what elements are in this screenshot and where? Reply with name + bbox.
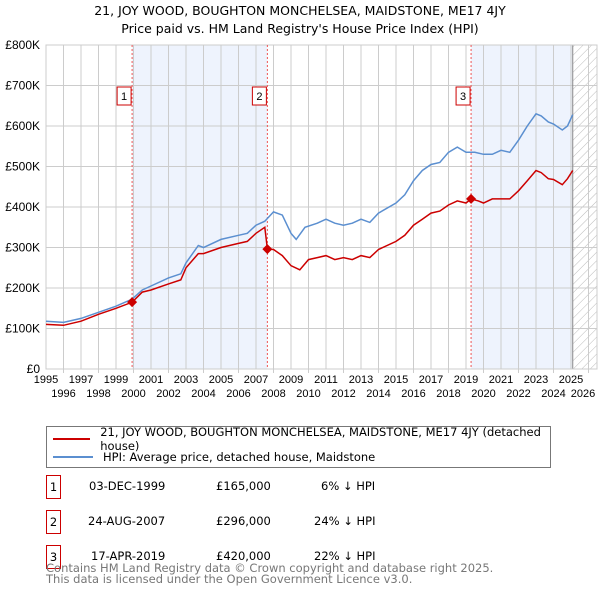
y-tick-label: £600K — [5, 119, 40, 133]
sale-point — [466, 193, 477, 204]
x-tick-label: 1996 — [51, 388, 75, 400]
x-tick-label: 2011 — [314, 374, 338, 386]
x-tick-label: 2025 — [559, 374, 583, 386]
sale-marker-label: 1 — [121, 91, 127, 103]
chart-subtitle: Price paid vs. HM Land Registry's House … — [121, 21, 479, 36]
series-line — [45, 112, 574, 324]
sale-marker-label: 3 — [460, 91, 466, 103]
x-tick-label: 2002 — [156, 388, 180, 400]
sale-point — [127, 297, 138, 308]
x-tick-label: 2019 — [454, 374, 478, 386]
sale-price: £296,000 — [216, 514, 271, 528]
x-tick-label: 2005 — [209, 374, 233, 386]
x-tick-label: 2022 — [506, 388, 530, 400]
transaction-row: 3 17-APR-2019 £420,000 22% ↓ HPI — [46, 545, 446, 569]
sale-price: £420,000 — [216, 549, 271, 563]
x-tick-label: 1999 — [104, 374, 128, 386]
y-tick-label: £100K — [5, 322, 40, 336]
x-tick-label: 2018 — [436, 388, 460, 400]
x-tick-label: 1995 — [34, 374, 58, 386]
x-tick-label: 2009 — [279, 374, 303, 386]
x-tick-label: 2015 — [384, 374, 408, 386]
x-tick-label: 1998 — [86, 388, 110, 400]
sale-price: £165,000 — [216, 479, 271, 493]
footer-copyright: Contains HM Land Registry data © Crown c… — [46, 561, 494, 575]
y-tick-label: £400K — [5, 200, 40, 214]
x-tick-label: 1997 — [69, 374, 93, 386]
x-tick-label: 2023 — [524, 374, 548, 386]
legend-swatch-blue — [53, 456, 93, 458]
x-tick-label: 2016 — [401, 388, 425, 400]
x-tick-label: 2020 — [471, 388, 495, 400]
x-tick-label: 2017 — [419, 374, 443, 386]
sale-marker-box — [251, 86, 267, 106]
legend-item-hpi: HPI: Average price, detached house, Maid… — [53, 449, 375, 465]
x-tick-label: 2008 — [261, 388, 285, 400]
x-tick-label: 2021 — [489, 374, 513, 386]
sale-marker-label: 2 — [256, 91, 262, 103]
x-tick-label: 2026 — [571, 388, 595, 400]
sale-point — [262, 244, 273, 255]
sale-date: 03-DEC-1999 — [89, 479, 166, 493]
sale-marker-label: 1 — [46, 475, 61, 499]
legend-label: HPI: Average price, detached house, Maid… — [103, 450, 376, 464]
transaction-row: 2 24-AUG-2007 £296,000 24% ↓ HPI — [46, 510, 446, 534]
x-tick-label: 2010 — [296, 388, 320, 400]
sale-marker-label: 2 — [46, 510, 61, 534]
sale-date: 17-APR-2019 — [91, 549, 166, 563]
footer-licence: This data is licensed under the Open Gov… — [46, 572, 413, 586]
y-tick-label: £700K — [5, 79, 40, 93]
x-tick-label: 2003 — [174, 374, 198, 386]
transaction-row: 1 03-DEC-1999 £165,000 6% ↓ HPI — [46, 475, 446, 499]
y-tick-label: £300K — [5, 241, 40, 255]
sale-marker-label: 3 — [46, 545, 61, 569]
sale-date: 24-AUG-2007 — [88, 514, 166, 528]
x-tick-label: 2001 — [139, 374, 163, 386]
series-line — [45, 169, 574, 327]
plot-frame — [45, 44, 598, 370]
chart-title: 21, JOY WOOD, BOUGHTON MONCHELSEA, MAIDS… — [94, 3, 506, 18]
price-chart: 1995 1996 1997 1998 1999 2000 2001 2002 2003 2004… — [5, 38, 598, 400]
y-tick-label: £500K — [5, 160, 40, 174]
sale-hpi-delta: 6% ↓ HPI — [321, 479, 376, 493]
x-tick-label: 2004 — [191, 388, 215, 400]
x-tick-label: 2000 — [121, 388, 145, 400]
x-tick-label: 2007 — [244, 374, 268, 386]
legend-item-property: 21, JOY WOOD, BOUGHTON MONCHELSEA, MAIDS… — [53, 425, 550, 453]
x-tick-label: 2014 — [366, 388, 390, 400]
legend-swatch-red — [53, 438, 91, 440]
y-tick-label: £200K — [5, 281, 40, 295]
x-tick-label: 2024 — [541, 388, 565, 400]
y-tick-label: £0 — [27, 362, 41, 376]
x-tick-label: 2006 — [226, 388, 250, 400]
x-tick-label: 2012 — [331, 388, 355, 400]
sale-marker-box — [455, 86, 471, 106]
legend-label: 21, JOY WOOD, BOUGHTON MONCHELSEA, MAIDS… — [100, 425, 541, 453]
legend: 21, JOY WOOD, BOUGHTON MONCHELSEA, MAIDS… — [46, 425, 551, 468]
sale-hpi-delta: 22% ↓ HPI — [314, 549, 376, 563]
y-tick-label: £800K — [5, 38, 40, 52]
x-tick-label: 2013 — [349, 374, 373, 386]
sale-marker-box — [116, 86, 132, 106]
sale-hpi-delta: 24% ↓ HPI — [314, 514, 376, 528]
